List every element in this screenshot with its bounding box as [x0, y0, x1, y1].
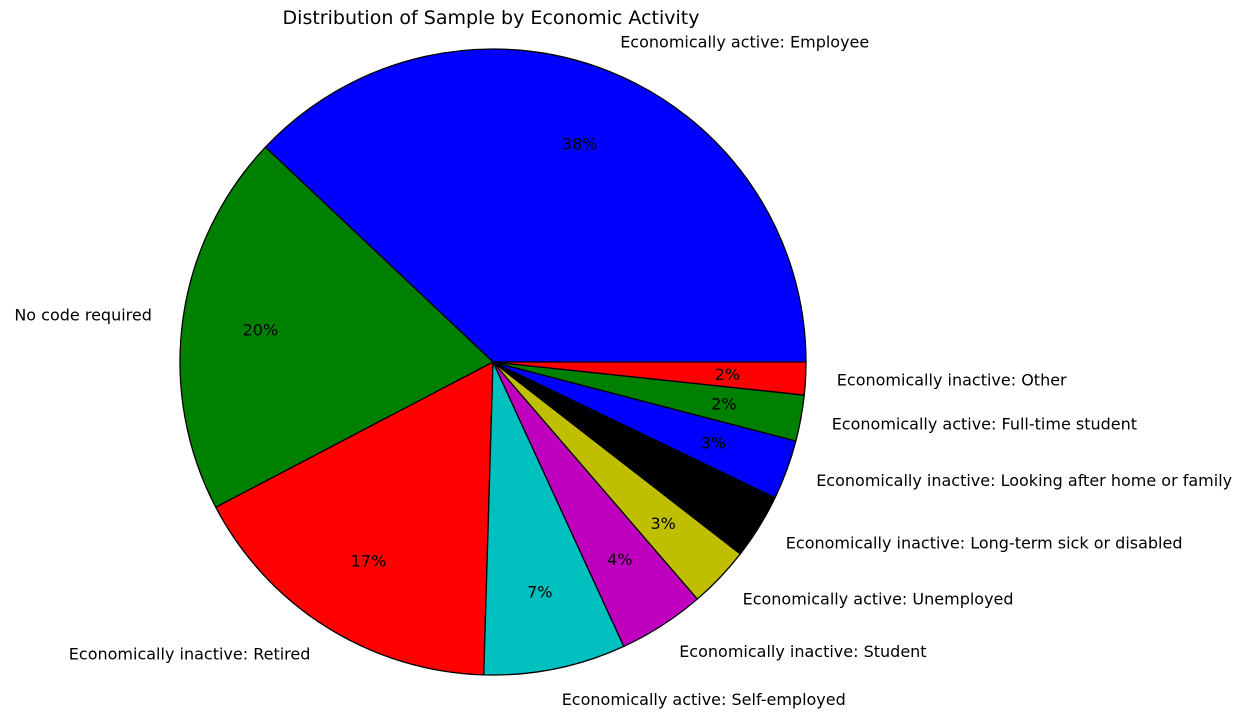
- pie-category-label-6: Economically inactive: Long-term sick or…: [786, 534, 1183, 553]
- pie-slice-2: [215, 361, 494, 676]
- pie-percent-label-2: 17%: [351, 552, 387, 571]
- pie-slice-9: [492, 361, 807, 396]
- pie-slice-1: [179, 146, 494, 508]
- pie-percent-label-1: 20%: [243, 320, 279, 339]
- pie-percent-label-8: 2%: [711, 395, 736, 414]
- pie-percent-label-5: 3%: [651, 514, 676, 533]
- pie-slices: [179, 48, 807, 676]
- pie-percent-label-4: 4%: [607, 550, 632, 569]
- pie-category-label-2: Economically inactive: Retired: [69, 644, 311, 663]
- chart-title: Distribution of Sample by Economic Activ…: [283, 7, 700, 29]
- pie-percent-labels: 38%20%17%7%4%3%3%3%2%2%: [243, 134, 740, 601]
- pie-category-label-8: Economically active: Full-time student: [832, 414, 1137, 433]
- pie-category-label-9: Economically inactive: Other: [837, 371, 1067, 390]
- pie-category-label-1: No code required: [14, 306, 152, 325]
- pie-percent-label-3: 7%: [527, 583, 552, 602]
- pie-percent-label-9: 2%: [715, 365, 740, 384]
- pie-percent-label-7: 3%: [701, 433, 726, 452]
- pie-category-label-7: Economically inactive: Looking after hom…: [816, 471, 1232, 490]
- pie-percent-label-0: 38%: [562, 134, 598, 153]
- pie-category-label-5: Economically active: Unemployed: [743, 590, 1014, 609]
- pie-percent-label-6: 3%: [680, 476, 705, 495]
- pie-category-label-0: Economically active: Employee: [620, 33, 869, 52]
- pie-slice-0: [264, 48, 807, 363]
- pie-slice-3: [483, 361, 625, 676]
- pie-category-label-4: Economically inactive: Student: [679, 642, 926, 661]
- pie-category-label-3: Economically active: Self-employed: [562, 690, 846, 709]
- pie-category-labels: Economically active: Employee No code req…: [14, 33, 1232, 709]
